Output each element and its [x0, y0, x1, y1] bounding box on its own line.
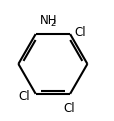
- Text: Cl: Cl: [74, 26, 86, 39]
- Text: 2: 2: [50, 19, 56, 28]
- Text: Cl: Cl: [63, 102, 74, 115]
- Text: NH: NH: [40, 14, 57, 27]
- Text: Cl: Cl: [18, 90, 30, 103]
